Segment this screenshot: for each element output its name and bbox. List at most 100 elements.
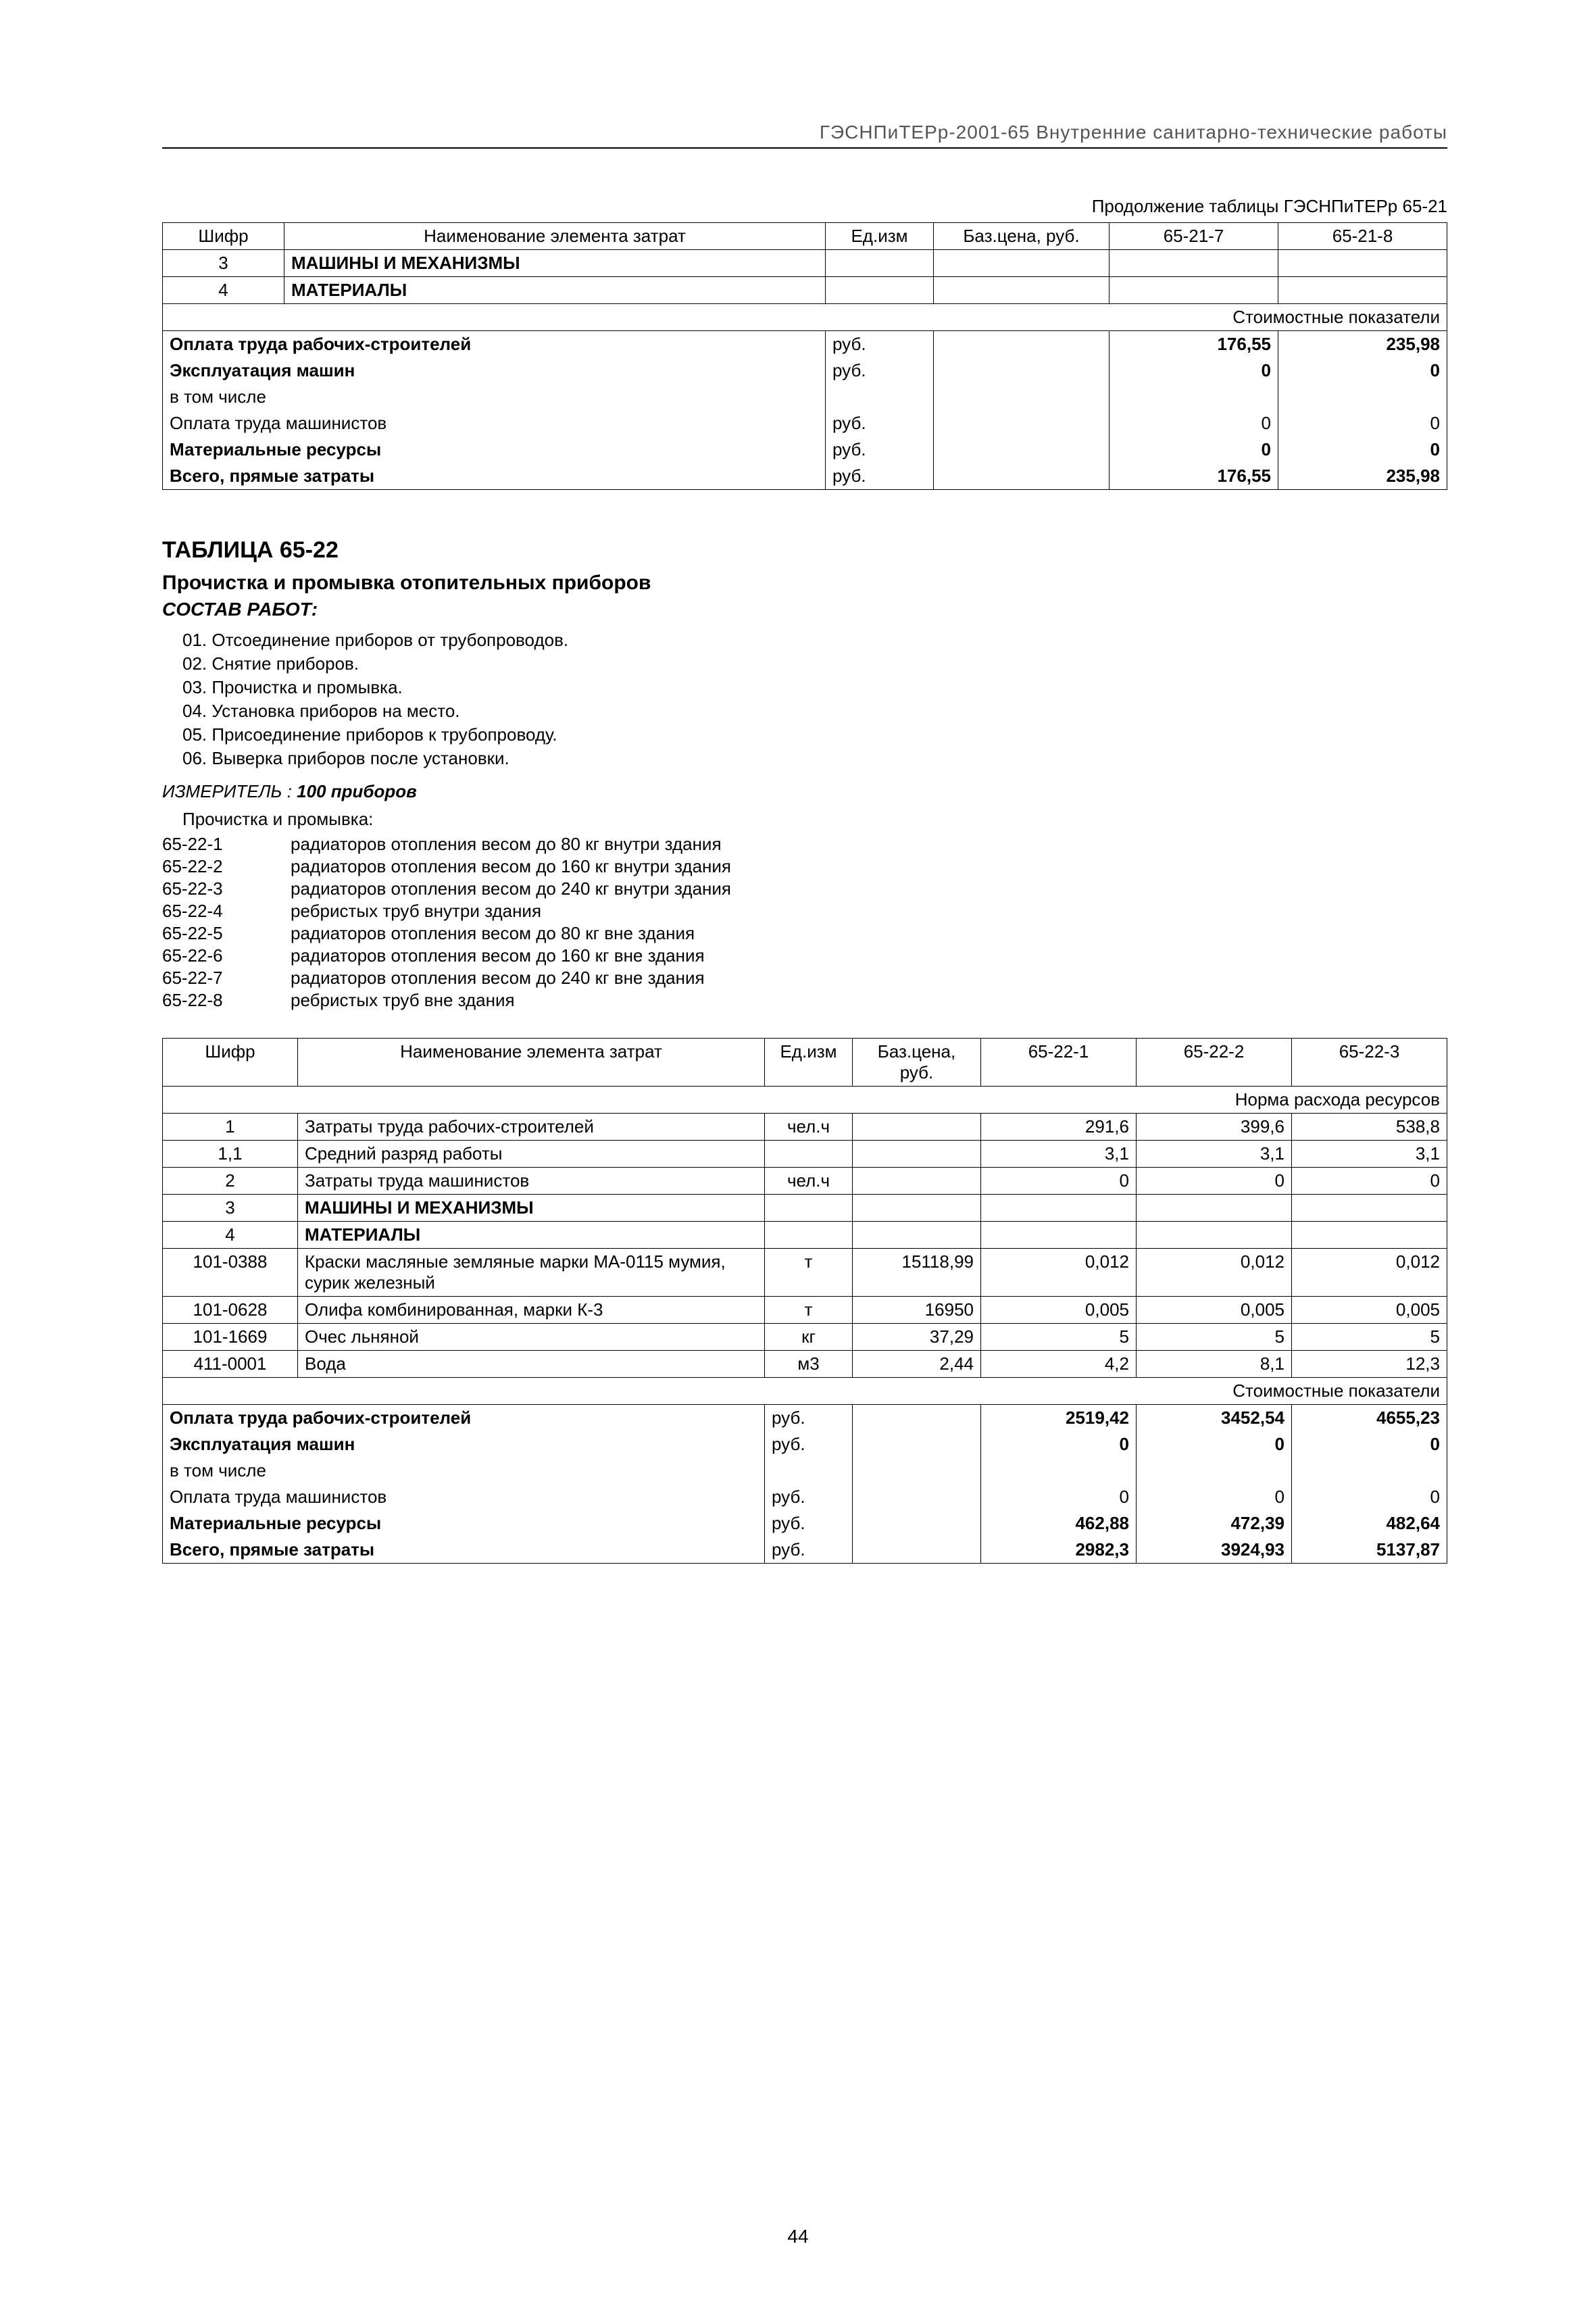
cell-price: 37,29 [853, 1324, 981, 1351]
cell-price [853, 1141, 981, 1168]
document-header: ГЭСНПиТЕРр-2001-65 Внутренние санитарно-… [162, 122, 1447, 149]
sostav-label: СОСТАВ РАБОТ: [162, 599, 1447, 620]
col-65-21-7: 65-21-7 [1109, 223, 1278, 250]
section-subtitle: Прочистка и промывка отопительных прибор… [162, 572, 1447, 595]
cell-name: Средний разряд работы [298, 1141, 765, 1168]
table1-continuation: Продолжение таблицы ГЭСНПиТЕРр 65-21 [162, 196, 1447, 217]
cost-v2: 3452,54 [1137, 1405, 1292, 1432]
cell: 3 [163, 250, 284, 277]
code-row: 65-22-7радиаторов отопления весом до 240… [162, 968, 1447, 989]
cost-v1: 176,55 [1109, 463, 1278, 490]
cost-v3: 5137,87 [1292, 1537, 1447, 1564]
cost-row: Оплата труда рабочих-строителейруб.176,5… [163, 331, 1447, 358]
cell [1109, 250, 1278, 277]
cell-price [853, 1168, 981, 1195]
work-item: 04. Установка приборов на место. [182, 701, 1447, 722]
col-65-22-2: 65-22-2 [1137, 1039, 1292, 1087]
code-row: 65-22-2радиаторов отопления весом до 160… [162, 856, 1447, 877]
code-text: радиаторов отопления весом до 80 кг внут… [291, 834, 722, 855]
cost-v1: 2519,42 [981, 1405, 1137, 1432]
cost-v2: 235,98 [1278, 331, 1447, 358]
col-65-21-8: 65-21-8 [1278, 223, 1447, 250]
cell-v2: 0,012 [1137, 1249, 1292, 1297]
cost-v2: 3924,93 [1137, 1537, 1292, 1564]
cell-shifr: 411-0001 [163, 1351, 298, 1378]
cost-unit: руб. [826, 357, 934, 384]
cell-name: Затраты труда рабочих-строителей [298, 1114, 765, 1141]
cell-v3: 0,012 [1292, 1249, 1447, 1297]
cell-unit: чел.ч [765, 1168, 853, 1195]
cost-v1: 462,88 [981, 1510, 1137, 1537]
cell-name: Краски масляные земляные марки МА-0115 м… [298, 1249, 765, 1297]
cost-unit [765, 1458, 853, 1484]
cell-v2: 3,1 [1137, 1141, 1292, 1168]
col-shifr: Шифр [163, 1039, 298, 1087]
cell-v3 [1292, 1222, 1447, 1249]
cell-name: МАШИНЫ И МЕХАНИЗМЫ [298, 1195, 765, 1222]
cost-v1: 0 [1109, 437, 1278, 463]
cost-label-cell: Материальные ресурсы [163, 1510, 765, 1537]
cell: МАТЕРИАЛЫ [284, 277, 826, 304]
cell-price [853, 1222, 981, 1249]
cost-row: Материальные ресурсыруб.462,88472,39482,… [163, 1510, 1447, 1537]
code-text: радиаторов отопления весом до 240 кг вне… [291, 968, 705, 989]
cost-empty [853, 1510, 981, 1537]
cost-empty [934, 384, 1109, 410]
code-row: 65-22-1радиаторов отопления весом до 80 … [162, 834, 1447, 855]
table-65-22: Шифр Наименование элемента затрат Ед.изм… [162, 1038, 1447, 1405]
cell-v3 [1292, 1195, 1447, 1222]
work-item: 05. Присоединение приборов к трубопровод… [182, 724, 1447, 745]
table-row: 101-0628Олифа комбинированная, марки К-3… [163, 1297, 1447, 1324]
cost-label-cell: Эксплуатация машин [163, 1431, 765, 1458]
cost-empty [853, 1431, 981, 1458]
cost-v3: 0 [1292, 1431, 1447, 1458]
table-row: 4МАТЕРИАЛЫ [163, 1222, 1447, 1249]
cell-name: Вода [298, 1351, 765, 1378]
code: 65-22-6 [162, 945, 291, 966]
cost-label-row: Стоимостные показатели [163, 1378, 1447, 1405]
cell-v1: 0,012 [981, 1249, 1137, 1297]
cost-unit: руб. [765, 1484, 853, 1510]
work-item: 06. Выверка приборов после установки. [182, 748, 1447, 769]
cell-name: Очес льняной [298, 1324, 765, 1351]
cell-shifr: 1,1 [163, 1141, 298, 1168]
cell [934, 250, 1109, 277]
cost-label-cell: Всего, прямые затраты [163, 463, 826, 490]
cost-label-cell: Всего, прямые затраты [163, 1537, 765, 1564]
izmeritel: ИЗМЕРИТЕЛЬ : 100 приборов [162, 781, 1447, 802]
cell: 4 [163, 277, 284, 304]
code: 65-22-1 [162, 834, 291, 855]
table-header-row: Шифр Наименование элемента затрат Ед.изм… [163, 1039, 1447, 1087]
cell-v3: 12,3 [1292, 1351, 1447, 1378]
cost-empty [934, 331, 1109, 358]
cell-v1: 5 [981, 1324, 1137, 1351]
cost-label-cell: в том числе [163, 1458, 765, 1484]
code-row: 65-22-5радиаторов отопления весом до 80 … [162, 923, 1447, 944]
cell-shifr: 4 [163, 1222, 298, 1249]
cell-shifr: 101-1669 [163, 1324, 298, 1351]
cell-unit [765, 1195, 853, 1222]
col-unit: Ед.изм [765, 1039, 853, 1087]
code-row: 65-22-3радиаторов отопления весом до 240… [162, 878, 1447, 899]
cell-shifr: 101-0388 [163, 1249, 298, 1297]
cost-v1: 0 [1109, 410, 1278, 437]
col-unit: Ед.изм [826, 223, 934, 250]
norm-label: Норма расхода ресурсов [163, 1087, 1447, 1114]
cost-row: Эксплуатация машинруб.00 [163, 357, 1447, 384]
code-text: ребристых труб внутри здания [291, 901, 541, 922]
cost-label: Стоимостные показатели [163, 304, 1447, 331]
cost-label-cell: Оплата труда машинистов [163, 410, 826, 437]
works-list: 01. Отсоединение приборов от трубопровод… [162, 630, 1447, 769]
cost-row: Оплата труда машинистовруб.000 [163, 1484, 1447, 1510]
table-row: 3 МАШИНЫ И МЕХАНИЗМЫ [163, 250, 1447, 277]
cost-empty [934, 437, 1109, 463]
cell-price: 15118,99 [853, 1249, 981, 1297]
cost-v2 [1137, 1458, 1292, 1484]
cell-shifr: 2 [163, 1168, 298, 1195]
table-row: 101-0388Краски масляные земляные марки М… [163, 1249, 1447, 1297]
cost-label: Стоимостные показатели [163, 1378, 1447, 1405]
cost-label-cell: Оплата труда рабочих-строителей [163, 331, 826, 358]
code-text: радиаторов отопления весом до 240 кг вну… [291, 878, 731, 899]
cell-v1: 0 [981, 1168, 1137, 1195]
cell-v2: 8,1 [1137, 1351, 1292, 1378]
